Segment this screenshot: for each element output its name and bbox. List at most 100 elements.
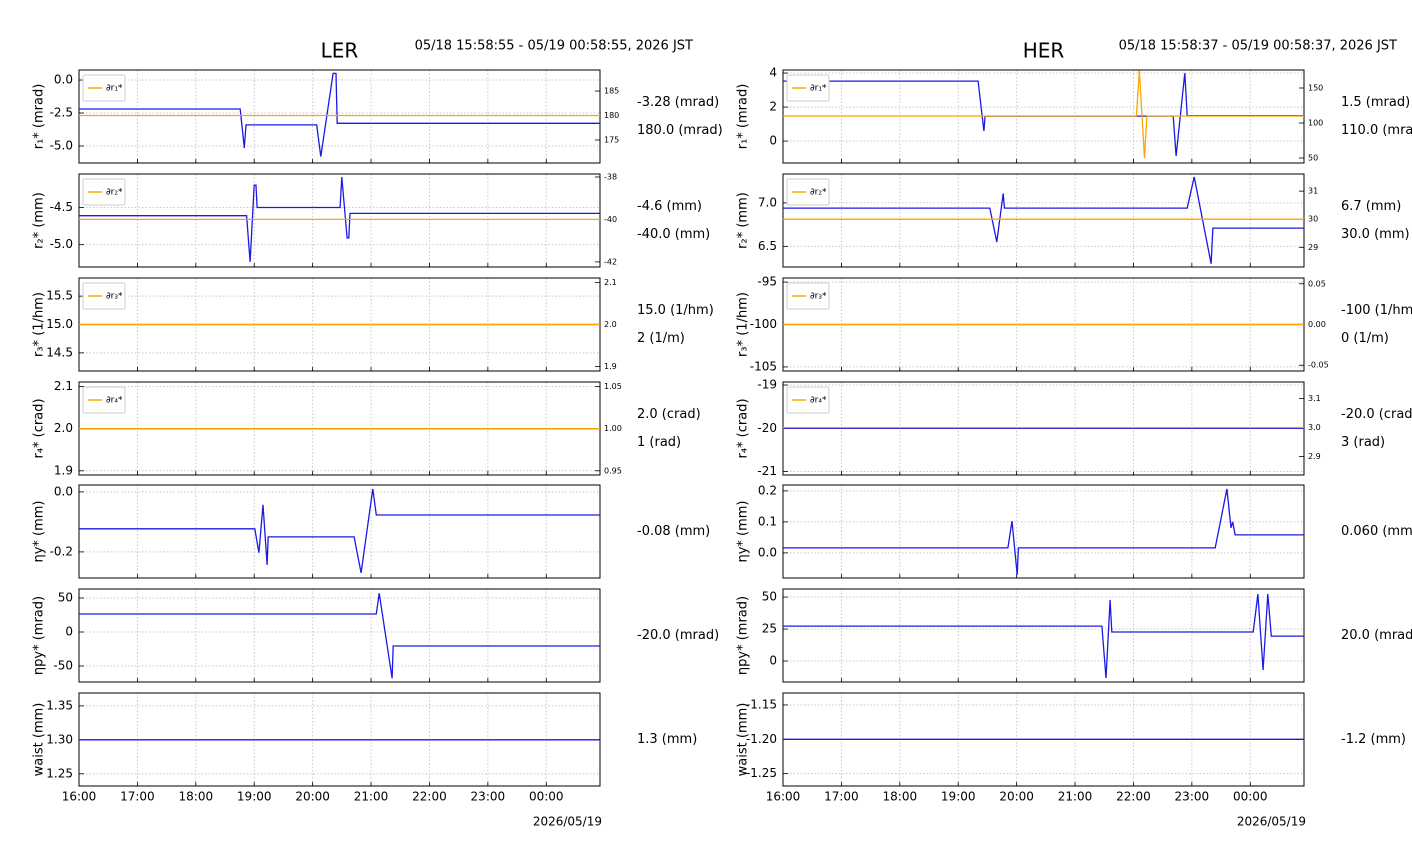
y2-tick-label: 150: [1308, 83, 1323, 92]
y-tick-label: -1.25: [746, 766, 777, 780]
legend-box: [82, 178, 126, 206]
x-tick-label: 20:00: [999, 790, 1034, 804]
current-value: -1.2 (mm): [1341, 732, 1406, 747]
legend-label: ∂r₂*: [106, 188, 123, 198]
legend-label: ∂r₁*: [106, 84, 123, 94]
y2-tick-label: 0.95: [604, 466, 622, 475]
y-tick-label: -5.0: [50, 237, 73, 251]
plot-frame: [782, 173, 1305, 268]
y2-tick-label: 0.05: [1308, 279, 1326, 288]
y2-tick-label: 1.05: [604, 382, 622, 391]
x-axis-label: 2026/05/19: [1237, 815, 1306, 829]
y-tick-label: -21: [757, 464, 777, 478]
x-tick-label: 18:00: [883, 790, 918, 804]
y-tick-label: 0: [65, 624, 73, 638]
y-tick-label: 0.0: [54, 484, 73, 498]
x-tick-label: 16:00: [62, 790, 97, 804]
y-tick-label: 0.2: [758, 483, 777, 497]
current-value: 3 (rad): [1341, 435, 1385, 450]
y-tick-label: 0: [769, 134, 777, 148]
current-value: 2 (1/m): [637, 331, 685, 346]
x-tick-label: 18:00: [179, 790, 214, 804]
y-tick-label: 15.5: [46, 289, 73, 303]
y2-tick-label: -42: [604, 257, 617, 266]
y-tick-label: -95: [757, 275, 777, 289]
plot-frame: [782, 484, 1305, 579]
plot-frame: [782, 588, 1305, 683]
x-tick-label: 19:00: [237, 790, 272, 804]
y-tick-label: -20: [757, 421, 777, 435]
y-tick-label: 2.1: [54, 379, 73, 393]
y-tick-label: 0.0: [758, 545, 777, 559]
current-value: 6.7 (mm): [1341, 199, 1401, 214]
y-tick-label: 15.0: [46, 317, 73, 331]
y-tick-label: 1.9: [54, 463, 73, 477]
legend-box: [82, 282, 126, 310]
plot-frame: [78, 484, 601, 579]
y-tick-label: -105: [750, 359, 777, 373]
y-tick-label: 0.0: [54, 73, 73, 87]
y2-tick-label: 2.1: [604, 278, 617, 287]
current-value: -0.08 (mm): [637, 524, 710, 539]
plot-frame: [78, 69, 601, 164]
y-tick-label: 7.0: [758, 195, 777, 209]
y-tick-label: -1.15: [746, 697, 777, 711]
y2-tick-label: 2.9: [1308, 452, 1321, 461]
legend-label: ∂r₃*: [810, 292, 827, 302]
y-tick-label: -100: [750, 317, 777, 331]
y2-tick-label: 29: [1308, 243, 1318, 252]
current-value: -3.28 (mrad): [637, 95, 719, 110]
current-value: -20.0 (mrad): [637, 628, 719, 643]
x-tick-label: 17:00: [120, 790, 155, 804]
x-tick-label: 17:00: [824, 790, 859, 804]
series-line: [783, 73, 1304, 157]
current-value: 0.060 (mm): [1341, 524, 1412, 539]
y-tick-label: -2.5: [50, 106, 73, 120]
legend-box: [786, 74, 830, 102]
legend-label: ∂r₄*: [810, 396, 827, 406]
y2-tick-label: 0.00: [1308, 320, 1326, 329]
y2-tick-label: 2.0: [604, 320, 617, 329]
legend-box: [786, 178, 830, 206]
y-tick-label: 14.5: [46, 345, 73, 359]
current-value: 1.5 (mrad): [1341, 95, 1410, 110]
x-tick-label: 16:00: [766, 790, 801, 804]
y-axis-label: r₃* (1/hm): [32, 292, 47, 357]
current-value: 180.0 (mrad): [637, 123, 723, 138]
y-tick-label: 25: [762, 622, 777, 636]
y-tick-label: 0.1: [758, 514, 777, 528]
y-axis-label: waist (mm): [32, 703, 47, 777]
y-axis-label: r₃* (1/hm): [736, 292, 751, 357]
y-tick-label: -5.0: [50, 138, 73, 152]
legend-label: ∂r₃*: [106, 292, 123, 302]
y-axis-label: r₄* (crad): [736, 398, 751, 458]
legend-label: ∂r₄*: [106, 396, 123, 406]
current-value: 2.0 (crad): [637, 407, 701, 422]
series-line: [79, 488, 600, 574]
y2-tick-label: 30: [1308, 215, 1318, 224]
legend-box: [786, 386, 830, 414]
y-tick-label: -1.20: [746, 732, 777, 746]
y-axis-label: ηpy* (mrad): [32, 596, 47, 675]
legend-box: [82, 74, 126, 102]
y2-tick-label: 31: [1308, 187, 1318, 196]
y-tick-label: 0: [769, 654, 777, 668]
panel-title: LER: [321, 39, 359, 63]
current-value: -4.6 (mm): [637, 199, 702, 214]
x-tick-label: 22:00: [412, 790, 447, 804]
legend-box: [786, 282, 830, 310]
plot-frame: [78, 588, 601, 683]
y-tick-label: 2.0: [54, 421, 73, 435]
y-tick-label: 50: [762, 590, 777, 604]
current-value: 15.0 (1/hm): [637, 303, 714, 318]
y-axis-label: r₂* (mm): [736, 192, 751, 249]
current-value: -100 (1/hm): [1341, 303, 1412, 318]
x-tick-label: 21:00: [354, 790, 389, 804]
time-range: 05/18 15:58:55 - 05/19 00:58:55, 2026 JS…: [415, 39, 693, 54]
y2-tick-label: 100: [1308, 119, 1323, 128]
series-line: [79, 593, 600, 679]
y2-tick-label: 180: [604, 111, 619, 120]
y-tick-label: -0.2: [50, 544, 73, 558]
y2-tick-label: 3.0: [1308, 423, 1321, 432]
y-axis-label: r₂* (mm): [32, 192, 47, 249]
